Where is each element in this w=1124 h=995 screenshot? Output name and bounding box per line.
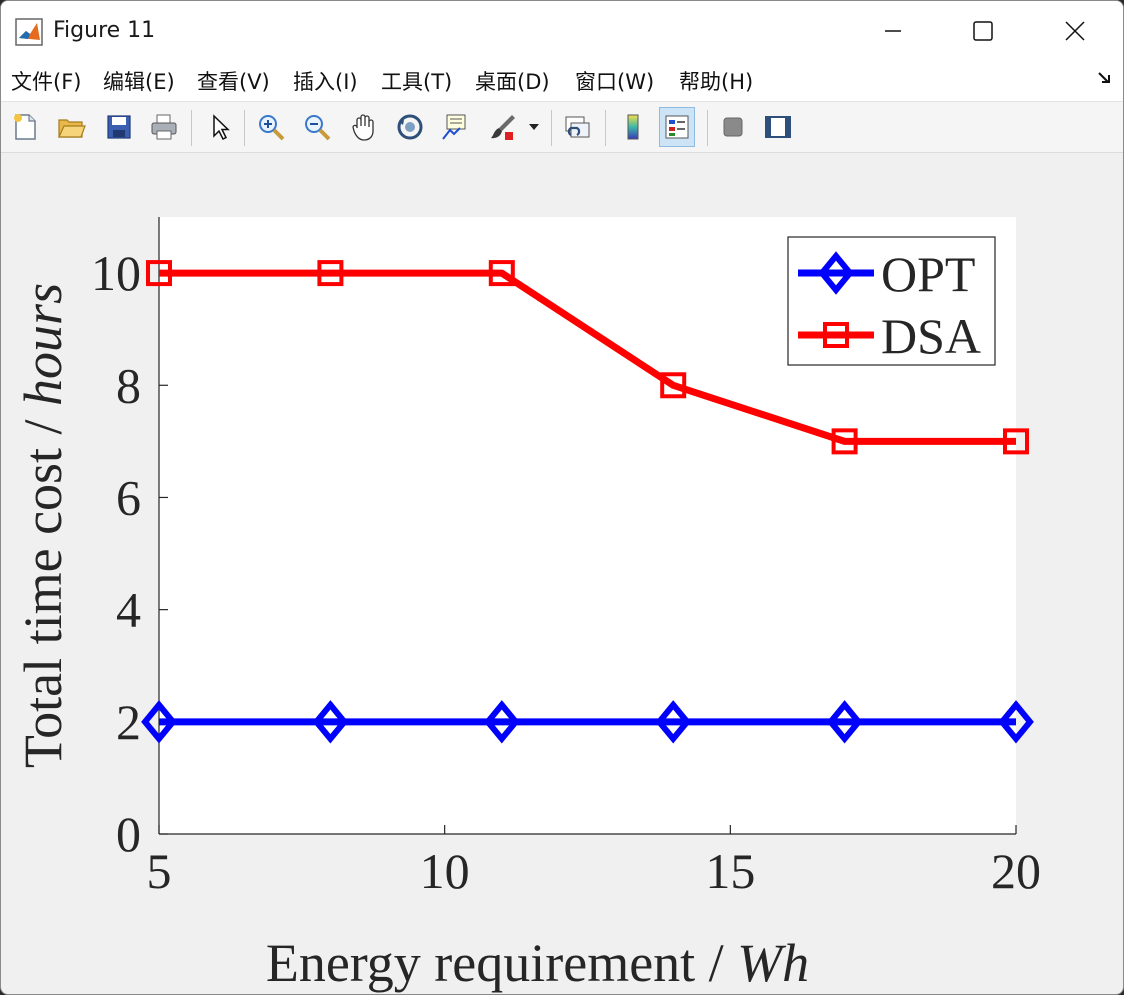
- hide-plot-tools-icon: [723, 117, 743, 137]
- legend-button[interactable]: [659, 107, 695, 147]
- menu-tools[interactable]: 工具(T): [381, 70, 453, 94]
- y-axis-label: Total time cost / hours: [13, 283, 73, 768]
- maximize-button[interactable]: [937, 1, 1029, 61]
- x-tick-label: 5: [147, 843, 172, 899]
- x-tick-label: 15: [705, 843, 755, 899]
- show-plot-tools-icon: [765, 116, 791, 138]
- rotate-3d-icon: [397, 114, 423, 140]
- data-point-dsa: [146, 260, 172, 287]
- x-tick-label: 10: [420, 843, 470, 899]
- zoom-out-button[interactable]: [299, 107, 335, 147]
- data-cursor-icon: [442, 114, 466, 140]
- window-title: Figure 11: [53, 18, 156, 43]
- pan-button[interactable]: [346, 107, 382, 147]
- menu-bar: 文件(F) 编辑(E) 查看(V) 插入(I) 工具(T) 桌面(D) 窗口(W…: [1, 61, 1123, 102]
- data-point-dsa: [660, 372, 687, 399]
- figure-toolbar: [1, 102, 1123, 153]
- toolbar-separator: [707, 110, 708, 146]
- data-point-opt: [826, 700, 863, 744]
- chevron-down-icon: [529, 124, 539, 130]
- new-figure-icon: [14, 114, 36, 140]
- matlab-logo-icon: [15, 18, 43, 46]
- series-dsa-line: [159, 269, 1016, 445]
- y-tick-label: 10: [91, 245, 141, 301]
- x-axis-label: Energy requirement / Wh: [266, 933, 809, 993]
- legend-label-dsa: DSA: [881, 308, 981, 364]
- brush-button[interactable]: [485, 107, 521, 147]
- data-point-dsa: [488, 260, 515, 287]
- menu-desktop[interactable]: 桌面(D): [475, 70, 550, 94]
- y-tick-label: 4: [116, 582, 141, 638]
- data-point-dsa: [317, 260, 344, 287]
- close-button[interactable]: [1029, 1, 1121, 61]
- save-button[interactable]: [101, 107, 137, 147]
- y-tick-label: 0: [116, 806, 141, 862]
- menu-help[interactable]: 帮助(H): [679, 70, 754, 94]
- data-point-opt: [998, 700, 1034, 744]
- legend-marker-opt: [818, 251, 854, 295]
- pan-hand-icon: [352, 114, 374, 141]
- toolbar-separator: [244, 110, 245, 146]
- save-icon: [107, 115, 131, 139]
- pointer-icon: [213, 114, 230, 141]
- series-dsa: [146, 260, 1029, 455]
- legend-marker-dsa: [823, 322, 849, 348]
- colorbar-icon: [627, 114, 639, 140]
- open-file-icon: [58, 119, 86, 138]
- data-cursor-button[interactable]: [437, 107, 473, 147]
- menu-file[interactable]: 文件(F): [11, 70, 82, 94]
- show-plot-tools-button[interactable]: [760, 107, 796, 147]
- data-point-opt: [483, 700, 520, 744]
- x-tick-label: 20: [991, 843, 1041, 899]
- y-tick-label: 8: [116, 357, 141, 413]
- menu-insert[interactable]: 插入(I): [293, 70, 358, 94]
- minimize-icon: [885, 30, 901, 32]
- menu-edit[interactable]: 编辑(E): [103, 70, 175, 94]
- line-chart: 5 10 15 20 0 2 4 6 8 10 Total time cost / hours E…: [13, 217, 1041, 993]
- brush-dropdown-button[interactable]: [523, 107, 545, 147]
- print-button[interactable]: [146, 107, 182, 147]
- link-plot-icon: [565, 116, 590, 138]
- toolbar-separator: [605, 110, 606, 146]
- new-figure-button[interactable]: [7, 107, 43, 147]
- data-point-dsa: [831, 428, 858, 455]
- legend-label-opt: OPT: [881, 246, 975, 302]
- pointer-button[interactable]: [201, 107, 237, 147]
- legend[interactable]: OPT DSA: [787, 236, 996, 366]
- toolbar-separator: [191, 110, 192, 146]
- brush-icon: [491, 115, 515, 140]
- legend-box: [787, 236, 996, 366]
- y-tick-label: 2: [116, 694, 141, 750]
- link-plot-button[interactable]: [559, 107, 595, 147]
- zoom-out-icon: [305, 115, 331, 141]
- open-file-button[interactable]: [53, 107, 89, 147]
- legend-item-dsa: DSA: [798, 308, 981, 364]
- legend-icon: [665, 115, 689, 139]
- zoom-in-icon: [259, 115, 285, 141]
- zoom-in-button[interactable]: [253, 107, 289, 147]
- data-point-opt: [312, 700, 349, 744]
- figure-canvas: 5 10 15 20 0 2 4 6 8 10 Total time cost / hours E…: [1, 153, 1123, 994]
- minimize-button[interactable]: [847, 1, 939, 61]
- print-icon: [151, 114, 177, 140]
- toolbar-separator: [551, 110, 552, 146]
- dock-arrow-icon[interactable]: [1095, 69, 1113, 87]
- data-point-opt: [655, 700, 692, 744]
- colorbar-button[interactable]: [615, 107, 651, 147]
- y-tick-label: 6: [116, 469, 141, 525]
- menu-window[interactable]: 窗口(W): [575, 70, 655, 94]
- data-point-dsa: [1003, 428, 1029, 455]
- menu-view[interactable]: 查看(V): [197, 70, 270, 94]
- rotate-3d-button[interactable]: [392, 107, 428, 147]
- legend-item-opt: OPT: [798, 246, 975, 302]
- close-icon: [1065, 21, 1085, 41]
- series-opt: [141, 700, 1034, 744]
- hide-plot-tools-button[interactable]: [715, 107, 751, 147]
- data-point-opt: [141, 700, 177, 744]
- title-bar: Figure 11: [1, 1, 1123, 61]
- maximize-icon: [973, 21, 993, 41]
